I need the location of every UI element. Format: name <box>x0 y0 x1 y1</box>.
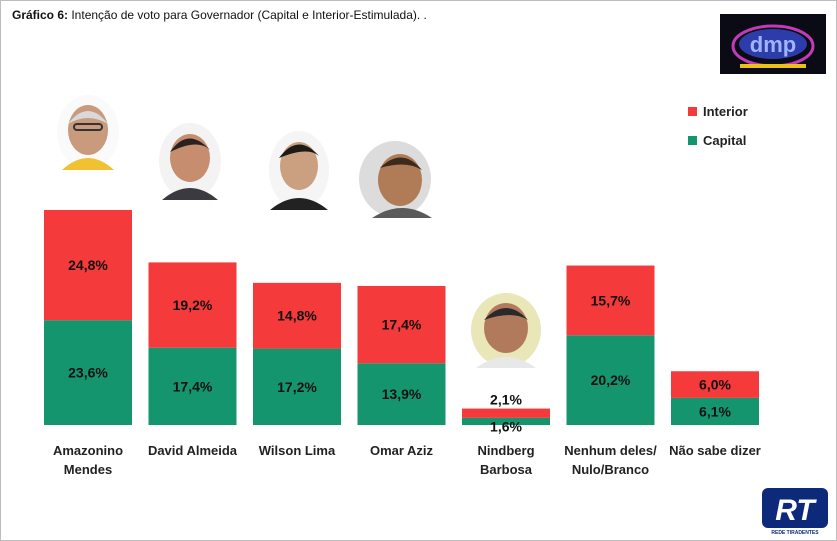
category-label-wilson-lima: Wilson Lima <box>259 443 336 458</box>
portrait-david <box>159 123 221 200</box>
dmp-logo: dmp <box>720 14 826 74</box>
data-label-capital-na-o-sabe-dizer: 6,1% <box>699 403 731 419</box>
rt-logo-text: RT <box>775 494 817 527</box>
data-label-capital-nindberg-barbosa: 1,6% <box>490 418 522 434</box>
legend-item-capital: Capital <box>688 131 748 149</box>
data-label-capital-omar-aziz: 13,9% <box>382 386 422 402</box>
data-label-interior-david-almeida: 19,2% <box>173 297 213 313</box>
data-label-interior-amazonino-mendes: 24,8% <box>68 257 108 273</box>
legend: Interior Capital <box>688 102 748 160</box>
title-label: Gráfico 6: <box>12 8 69 22</box>
rt-logo-caption: REDE TIRADENTES <box>771 530 819 536</box>
chart-title: Gráfico 6: Intenção de voto para Governa… <box>12 8 427 22</box>
portrait-omar <box>359 141 432 218</box>
dmp-logo-text: dmp <box>750 32 796 57</box>
portrait-wilson <box>269 131 329 210</box>
category-label-david-almeida: David Almeida <box>148 443 238 458</box>
bar-capital-amazonino-mendes <box>44 320 132 425</box>
bar-capital-nenhum-deles-nulo-branco <box>566 335 655 425</box>
legend-swatch-interior <box>688 106 697 116</box>
data-label-capital-david-almeida: 17,4% <box>173 378 213 394</box>
legend-item-interior: Interior <box>688 102 748 120</box>
category-label-nindberg-barbosa: Nindberg Barbosa <box>477 443 534 477</box>
bar-interior-nenhum-deles-nulo-branco <box>566 265 655 336</box>
data-label-interior-nenhum-deles-nulo-branco: 15,7% <box>591 292 631 308</box>
data-label-interior-wilson-lima: 14,8% <box>277 308 317 324</box>
legend-swatch-capital <box>688 135 697 145</box>
category-label-nenhum-deles-nulo-branco: Nenhum deles/Nulo/Branco <box>564 443 657 477</box>
category-label-amazonino-mendes: Amazonino Mendes <box>53 443 123 477</box>
data-label-capital-wilson-lima: 17,2% <box>277 379 317 395</box>
data-label-interior-na-o-sabe-dizer: 6,0% <box>699 377 731 393</box>
legend-label-capital: Capital <box>703 132 747 148</box>
bar-interior-nindberg-barbosa <box>462 408 550 418</box>
portrait-nindberg <box>471 293 541 368</box>
bar-interior-na-o-sabe-dizer <box>671 371 759 398</box>
legend-label-interior: Interior <box>703 103 748 119</box>
bar-interior-wilson-lima <box>253 282 341 349</box>
bar-capital-na-o-sabe-dizer <box>671 397 759 425</box>
bar-interior-amazonino-mendes <box>44 210 132 321</box>
rt-logo: RT REDE TIRADENTES <box>760 486 830 536</box>
bar-capital-wilson-lima <box>253 348 341 425</box>
portrait-amazonino <box>57 95 119 170</box>
data-label-interior-omar-aziz: 17,4% <box>382 317 422 333</box>
title-text: Intenção de voto para Governador (Capita… <box>68 8 427 22</box>
bar-capital-nindberg-barbosa <box>462 417 550 425</box>
category-label-na-o-sabe-dizer: Não sabe dizer <box>669 443 761 458</box>
data-label-interior-nindberg-barbosa: 2,1% <box>490 392 522 408</box>
bar-interior-omar-aziz <box>357 285 446 364</box>
bar-capital-omar-aziz <box>357 363 446 425</box>
data-label-capital-nenhum-deles-nulo-branco: 20,2% <box>591 372 631 388</box>
data-label-capital-amazonino-mendes: 23,6% <box>68 365 108 381</box>
category-label-omar-aziz: Omar Aziz <box>370 443 434 458</box>
bar-interior-david-almeida <box>148 262 237 348</box>
bar-capital-david-almeida <box>148 347 237 425</box>
